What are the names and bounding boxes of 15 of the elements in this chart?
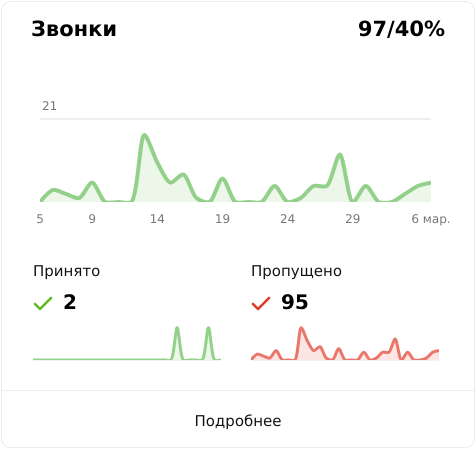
x-tick-label: 29 xyxy=(345,212,360,226)
chart-title: Принято xyxy=(33,262,100,280)
text: Подробнее xyxy=(193,412,283,430)
x-tick-label: 9 xyxy=(88,212,96,226)
x-tick-label: 19 xyxy=(214,212,230,226)
chart-title: Звонки xyxy=(31,17,118,41)
annotation: 21 xyxy=(42,99,58,113)
x-tick-label: 24 xyxy=(280,212,296,226)
x-tick-label: 6 мар. xyxy=(411,212,451,226)
x-tick-label: 14 xyxy=(150,212,165,226)
x-tick-label: 5 xyxy=(36,212,44,226)
chart-title: Пропущено xyxy=(251,262,342,280)
text: 2 xyxy=(63,290,77,314)
text: 95 xyxy=(281,290,309,314)
text: 97/40% xyxy=(358,17,445,41)
